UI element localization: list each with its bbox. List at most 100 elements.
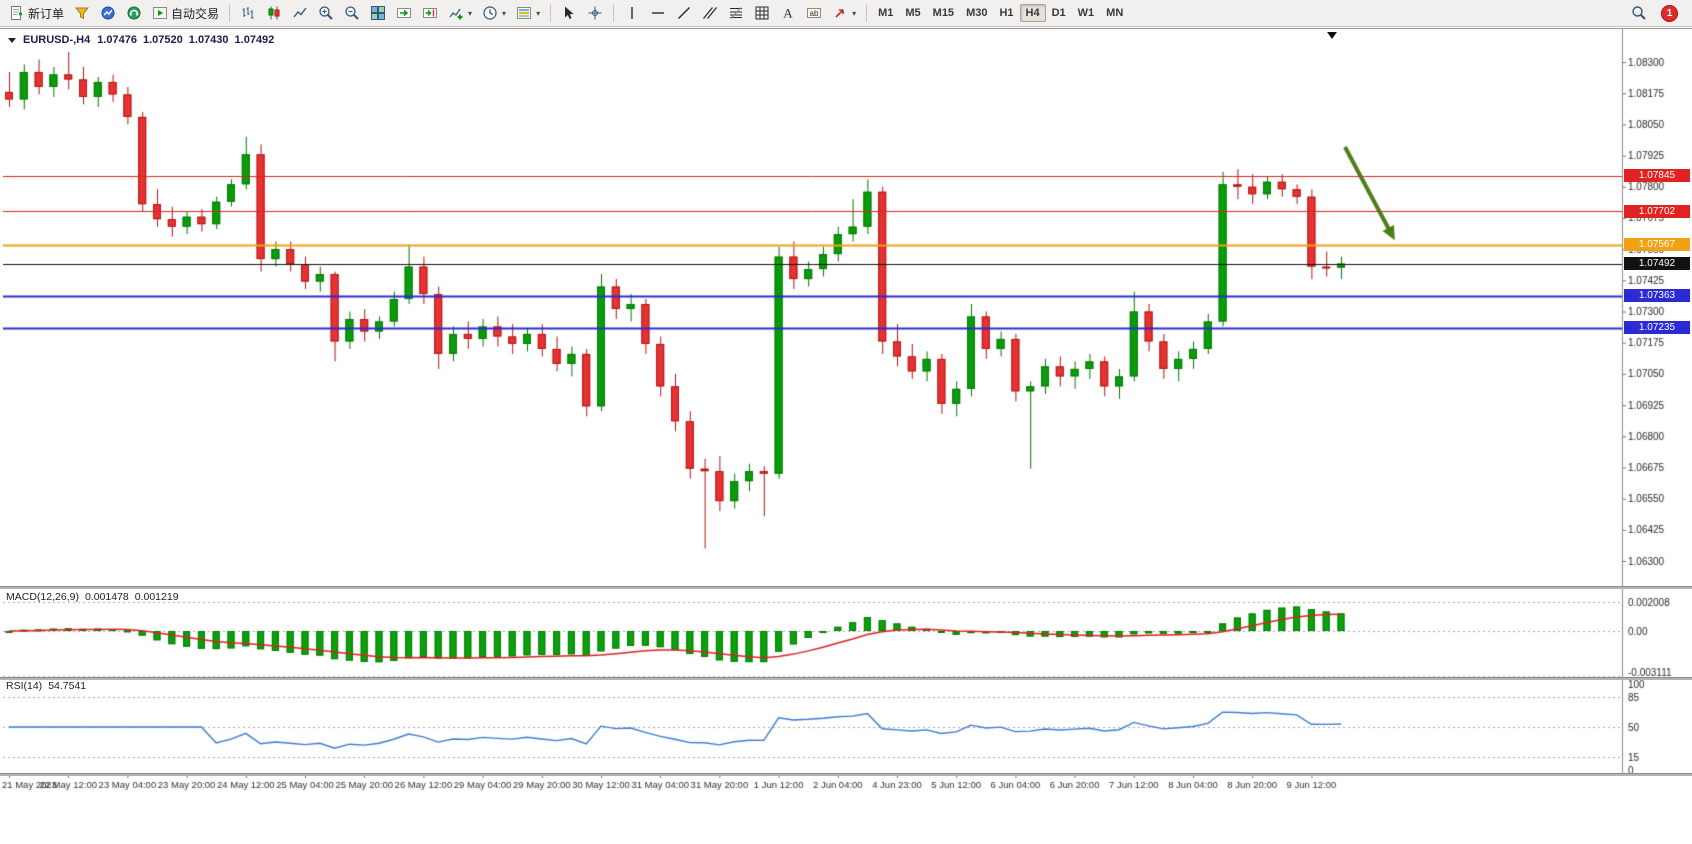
text-label-tool-button[interactable]: ab	[802, 2, 826, 24]
navigator-button[interactable]	[96, 2, 120, 24]
cursor-icon	[565, 6, 574, 19]
autoscroll-button[interactable]	[392, 2, 416, 24]
chart-top-marker-icon	[1327, 32, 1337, 39]
price-tag-current-bid: 1.07492	[1624, 257, 1690, 271]
ohlc-readout: 1.07476 1.07520 1.07430 1.07492	[97, 34, 274, 46]
rsi-label: RSI(14) 54.7541	[6, 680, 86, 692]
toolbar-separator	[229, 4, 231, 22]
periods-button[interactable]: ▾	[478, 2, 510, 24]
indicators-button[interactable]: ▾	[444, 2, 476, 24]
search-button[interactable]	[1627, 2, 1651, 24]
zoom-in-button[interactable]	[314, 2, 338, 24]
channel-icon	[703, 7, 718, 19]
macd-name: MACD(12,26,9)	[6, 591, 79, 603]
autotrading-button[interactable]: 自动交易	[148, 2, 223, 24]
toolbar-right-group: 1	[1626, 2, 1678, 24]
timeframe-m1-button[interactable]: M1	[872, 4, 899, 22]
notification-badge[interactable]: 1	[1661, 4, 1678, 22]
horizontal-line-tool-button[interactable]	[646, 2, 670, 24]
search-icon	[1632, 6, 1646, 20]
panel-splitter-rsi[interactable]	[0, 677, 1692, 680]
fibonacci-icon	[730, 7, 743, 19]
navigator-icon	[101, 6, 115, 20]
timeframe-mn-button[interactable]: MN	[1100, 4, 1129, 22]
symbol-dropdown-icon[interactable]	[8, 37, 16, 43]
svg-text:A: A	[783, 6, 793, 21]
rsi-value: 54.7541	[48, 680, 87, 692]
chart-canvas[interactable]	[0, 29, 1692, 844]
indicators-icon	[449, 8, 463, 20]
market-watch-icon	[74, 7, 90, 20]
candlestick-chart-button[interactable]	[262, 2, 286, 24]
timeframe-m15-button[interactable]: M15	[927, 4, 960, 22]
rsi-name: RSI(14)	[6, 680, 43, 692]
cursor-button[interactable]	[557, 2, 581, 24]
grid-tool-button[interactable]	[750, 2, 774, 24]
fibonacci-tool-button[interactable]	[724, 2, 748, 24]
timeframe-h1-button[interactable]: H1	[993, 4, 1019, 22]
templates-button[interactable]: ▾	[512, 2, 544, 24]
autotrading-label: 自动交易	[171, 6, 220, 21]
ohlc-high: 1.07520	[143, 34, 183, 46]
zoom-out-button[interactable]	[340, 2, 364, 24]
new-order-button[interactable]: 新订单	[5, 2, 68, 24]
text-tool-button[interactable]: A	[776, 2, 800, 24]
line-chart-icon	[293, 7, 307, 18]
timeframe-m30-button[interactable]: M30	[960, 4, 993, 22]
tile-windows-button[interactable]	[366, 2, 390, 24]
candlestick-chart-icon	[268, 6, 280, 20]
tile-windows-icon	[371, 6, 386, 20]
svg-text:ab: ab	[810, 9, 819, 18]
crosshair-icon	[588, 6, 602, 20]
zoom-in-icon	[319, 6, 333, 20]
timeframe-d1-button[interactable]: D1	[1046, 4, 1072, 22]
toolbar: 新订单 自动交易	[0, 0, 1692, 27]
market-watch-button[interactable]	[70, 2, 94, 24]
terminal-icon	[127, 6, 141, 20]
vertical-line-tool-button[interactable]	[620, 2, 644, 24]
price-tag-support-lower: 1.07235	[1624, 321, 1690, 335]
templates-icon	[517, 7, 532, 19]
vertical-line-icon	[631, 7, 633, 19]
terminal-button[interactable]	[122, 2, 146, 24]
arrows-caret-icon: ▾	[852, 8, 857, 18]
toolbar-separator	[866, 4, 868, 22]
text-label-icon: ab	[807, 8, 822, 18]
text-tool-icon: A	[783, 6, 793, 21]
templates-caret-icon: ▾	[536, 8, 541, 18]
channel-tool-button[interactable]	[698, 2, 722, 24]
arrows-tool-icon	[835, 9, 844, 18]
macd-value-main: 0.001478	[84, 591, 129, 603]
periods-clock-icon	[483, 6, 497, 20]
price-tag-pivot-orange: 1.07567	[1624, 238, 1690, 252]
panel-splitter-macd[interactable]	[0, 586, 1692, 589]
bar-chart-button[interactable]	[236, 2, 260, 24]
crosshair-button[interactable]	[583, 2, 607, 24]
chart-shift-button[interactable]	[418, 2, 442, 24]
chart-title-bar: EURUSD-,H4 1.07476 1.07520 1.07430 1.074…	[8, 34, 274, 46]
zoom-out-icon	[345, 6, 359, 20]
autoscroll-icon	[397, 8, 412, 18]
autotrading-icon	[153, 7, 168, 19]
toolbar-separator	[550, 4, 552, 22]
indicators-caret-icon: ▾	[468, 8, 473, 18]
chart-window: EURUSD-,H4 1.07476 1.07520 1.07430 1.074…	[0, 28, 1692, 844]
chart-symbol-period: EURUSD-,H4	[23, 34, 91, 46]
timeframe-h4-button[interactable]: H4	[1019, 4, 1046, 22]
trendline-icon	[678, 7, 691, 19]
ohlc-low: 1.07430	[188, 34, 229, 46]
price-tag-resistance-lower: 1.07702	[1624, 204, 1690, 218]
ohlc-close: 1.07492	[234, 34, 275, 46]
new-order-icon	[11, 6, 22, 20]
arrows-tool-button[interactable]: ▾	[828, 2, 860, 24]
timeframe-w1-button[interactable]: W1	[1072, 4, 1101, 22]
timeframe-m5-button[interactable]: M5	[899, 4, 926, 22]
line-chart-button[interactable]	[288, 2, 312, 24]
new-order-label: 新订单	[28, 6, 65, 21]
price-tag-resistance-upper: 1.07845	[1624, 169, 1690, 183]
grid-tool-icon	[755, 6, 769, 20]
macd-label: MACD(12,26,9) 0.001478 0.001219	[6, 591, 179, 603]
bar-chart-icon	[242, 7, 254, 19]
chart-shift-icon	[423, 8, 438, 18]
trendline-tool-button[interactable]	[672, 2, 696, 24]
